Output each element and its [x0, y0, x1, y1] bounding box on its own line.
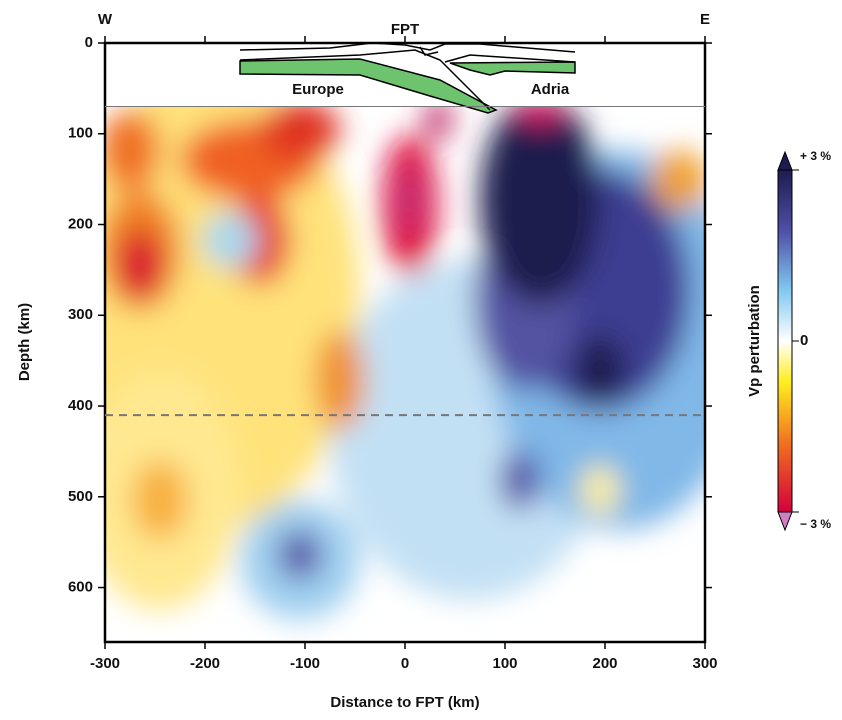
x-tick-label: 300	[692, 655, 717, 672]
colorbar-tick-label: + 3 %	[800, 149, 831, 163]
plate-label: Europe	[292, 81, 344, 98]
velocity-field	[105, 106, 705, 643]
colorbar-tick-label: 0	[800, 332, 808, 349]
y-tick-label: 100	[68, 125, 93, 142]
y-tick-label: 600	[68, 579, 93, 596]
x-tick-label: 0	[401, 655, 409, 672]
x-tick-label: -300	[90, 655, 120, 672]
fpt-label: FPT	[391, 21, 419, 38]
y-tick-label: 0	[85, 34, 93, 51]
y-tick-label: 200	[68, 215, 93, 232]
y-tick-label: 400	[68, 397, 93, 414]
east-label: E	[700, 11, 710, 28]
colorbar-label: Vp perturbation	[746, 285, 763, 397]
west-label: W	[98, 11, 113, 28]
y-axis-label: Depth (km)	[16, 303, 33, 381]
colorbar	[777, 150, 793, 532]
plate-label: Adria	[531, 81, 570, 98]
x-axis-label: Distance to FPT (km)	[330, 694, 479, 711]
geology-cartoon	[239, 42, 576, 114]
x-tick-label: -100	[290, 655, 320, 672]
x-tick-label: -200	[190, 655, 220, 672]
y-tick-label: 300	[68, 306, 93, 323]
colorbar-tick-label: − 3 %	[800, 517, 831, 531]
y-tick-label: 500	[68, 488, 93, 505]
x-tick-label: 100	[492, 655, 517, 672]
x-tick-label: 200	[592, 655, 617, 672]
